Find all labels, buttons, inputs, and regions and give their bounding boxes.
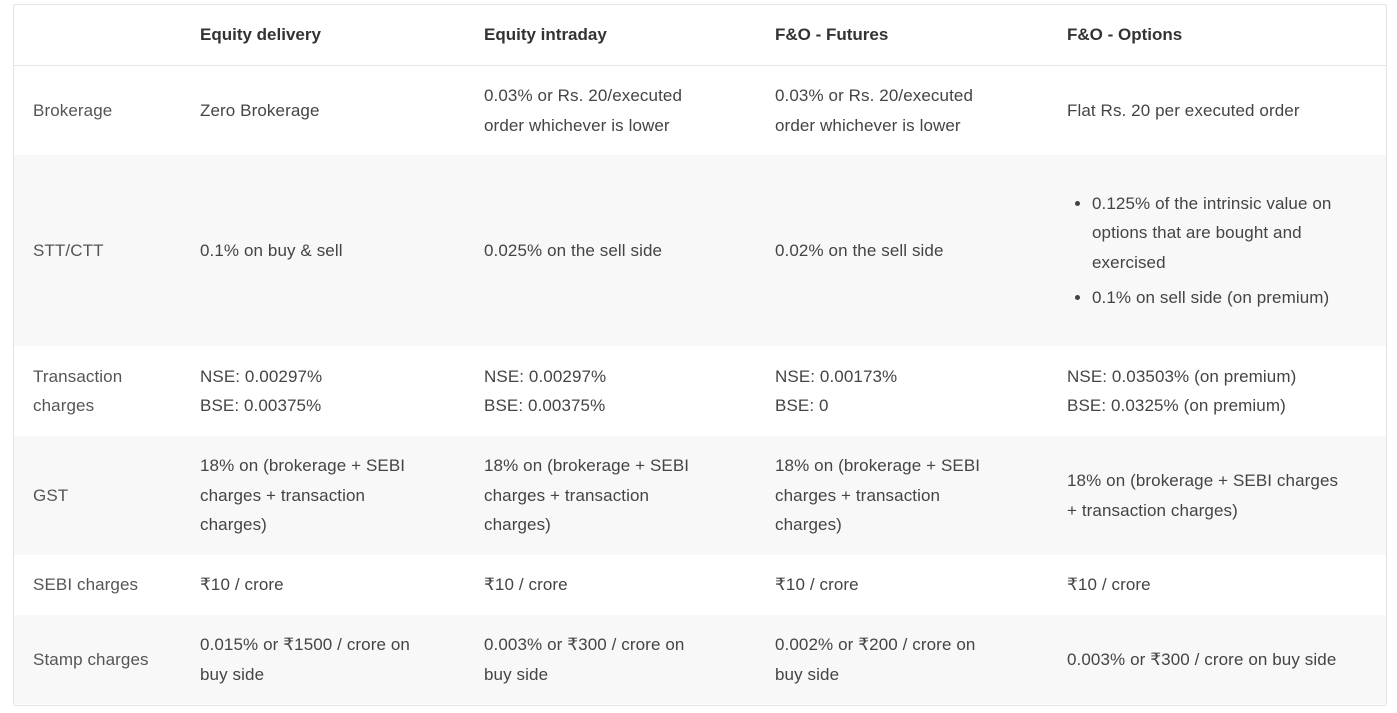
cell-line: buy side <box>200 664 265 684</box>
cell-stamp-fo-futures: 0.002% or ₹200 / crore on buy side <box>755 615 1047 704</box>
table-row-transaction-charges: Transaction charges NSE: 0.00297% BSE: 0… <box>14 346 1386 436</box>
cell-line: charges + transaction <box>775 485 941 505</box>
cell-line: order whichever is lower <box>484 115 670 135</box>
cell-stamp-equity-delivery: 0.015% or ₹1500 / crore on buy side <box>180 615 464 704</box>
cell-line: charges) <box>484 515 551 535</box>
cell-gst-fo-options: 18% on (brokerage + SEBI charges + trans… <box>1047 436 1386 555</box>
cell-line: NSE: 0.00297% <box>484 366 607 386</box>
cell-line: BSE: 0 <box>775 396 829 415</box>
cell-line: BSE: 0.00375% <box>200 396 322 415</box>
cell-line: order whichever is lower <box>775 115 961 135</box>
cell-brokerage-equity-intraday: 0.03% or Rs. 20/executed order whichever… <box>464 65 755 155</box>
charges-table: Equity delivery Equity intraday F&O - Fu… <box>14 5 1386 704</box>
table-header-row: Equity delivery Equity intraday F&O - Fu… <box>14 5 1386 66</box>
cell-line: 18% on (brokerage + SEBI <box>775 456 981 476</box>
table-row-brokerage: Brokerage Zero Brokerage 0.03% or Rs. 20… <box>14 65 1386 155</box>
cell-stamp-fo-options: 0.003% or ₹300 / crore on buy side <box>1047 615 1386 704</box>
cell-line: 18% on (brokerage + SEBI charges <box>1067 471 1339 490</box>
cell-line: BSE: 0.0325% (on premium) <box>1067 396 1286 415</box>
cell-transaction-fo-futures: NSE: 0.00173% BSE: 0 <box>755 346 1047 436</box>
row-label-line: Transaction <box>33 366 123 386</box>
cell-stt-fo-futures: 0.02% on the sell side <box>755 155 1047 346</box>
cell-brokerage-equity-delivery: Zero Brokerage <box>180 65 464 155</box>
cell-stamp-equity-intraday: 0.003% or ₹300 / crore on buy side <box>464 615 755 704</box>
cell-line: + transaction charges) <box>1067 500 1238 520</box>
cell-line: 18% on (brokerage + SEBI <box>200 456 406 476</box>
header-fo-options: F&O - Options <box>1047 5 1386 66</box>
cell-transaction-fo-options: NSE: 0.03503% (on premium) BSE: 0.0325% … <box>1047 346 1386 436</box>
table-row-stamp-charges: Stamp charges 0.015% or ₹1500 / crore on… <box>14 615 1386 704</box>
cell-sebi-fo-futures: ₹10 / crore <box>755 555 1047 615</box>
cell-line: buy side <box>484 664 549 684</box>
row-label-transaction-charges: Transaction charges <box>14 346 180 436</box>
header-equity-intraday: Equity intraday <box>464 5 755 66</box>
cell-gst-equity-intraday: 18% on (brokerage + SEBI charges + trans… <box>464 436 755 555</box>
cell-line: 0.03% or Rs. 20/executed <box>775 86 974 105</box>
cell-line: charges) <box>200 515 267 535</box>
cell-line: 0.03% or Rs. 20/executed <box>484 86 683 105</box>
list-item: 0.1% on sell side (on premium) <box>1092 283 1368 313</box>
charges-table-container: Equity delivery Equity intraday F&O - Fu… <box>13 4 1387 706</box>
cell-line: NSE: 0.00173% <box>775 366 898 386</box>
header-blank <box>14 5 180 66</box>
cell-brokerage-fo-futures: 0.03% or Rs. 20/executed order whichever… <box>755 65 1047 155</box>
cell-sebi-fo-options: ₹10 / crore <box>1047 555 1386 615</box>
cell-line: NSE: 0.00297% <box>200 366 323 386</box>
list-item: 0.125% of the intrinsic value on options… <box>1092 189 1368 278</box>
bullet-list: 0.125% of the intrinsic value on options… <box>1067 189 1368 313</box>
cell-line: 0.002% or ₹200 / crore on <box>775 635 976 654</box>
cell-line: NSE: 0.03503% (on premium) <box>1067 366 1297 386</box>
row-label-brokerage: Brokerage <box>14 65 180 155</box>
cell-stt-equity-delivery: 0.1% on buy & sell <box>180 155 464 346</box>
row-label-gst: GST <box>14 436 180 555</box>
cell-sebi-equity-intraday: ₹10 / crore <box>464 555 755 615</box>
cell-sebi-equity-delivery: ₹10 / crore <box>180 555 464 615</box>
table-row-gst: GST 18% on (brokerage + SEBI charges + t… <box>14 436 1386 555</box>
cell-line: charges + transaction <box>200 485 366 505</box>
cell-stt-equity-intraday: 0.025% on the sell side <box>464 155 755 346</box>
cell-gst-equity-delivery: 18% on (brokerage + SEBI charges + trans… <box>180 436 464 555</box>
cell-brokerage-fo-options: Flat Rs. 20 per executed order <box>1047 65 1386 155</box>
row-label-sebi-charges: SEBI charges <box>14 555 180 615</box>
cell-line: charges + transaction <box>484 485 650 505</box>
table-row-sebi-charges: SEBI charges ₹10 / crore ₹10 / crore ₹10… <box>14 555 1386 615</box>
cell-transaction-equity-intraday: NSE: 0.00297% BSE: 0.00375% <box>464 346 755 436</box>
cell-line: 0.003% or ₹300 / crore on <box>484 635 685 654</box>
header-fo-futures: F&O - Futures <box>755 5 1047 66</box>
cell-gst-fo-futures: 18% on (brokerage + SEBI charges + trans… <box>755 436 1047 555</box>
table-row-stt: STT/CTT 0.1% on buy & sell 0.025% on the… <box>14 155 1386 346</box>
cell-line: charges) <box>775 515 842 535</box>
cell-transaction-equity-delivery: NSE: 0.00297% BSE: 0.00375% <box>180 346 464 436</box>
cell-line: 18% on (brokerage + SEBI <box>484 456 690 476</box>
header-equity-delivery: Equity delivery <box>180 5 464 66</box>
cell-line: BSE: 0.00375% <box>484 396 606 415</box>
row-label-stamp-charges: Stamp charges <box>14 615 180 704</box>
row-label-line: charges <box>33 396 95 415</box>
cell-stt-fo-options: 0.125% of the intrinsic value on options… <box>1047 155 1386 346</box>
cell-line: 0.015% or ₹1500 / crore on <box>200 635 410 654</box>
cell-line: buy side <box>775 664 840 684</box>
row-label-stt: STT/CTT <box>14 155 180 346</box>
